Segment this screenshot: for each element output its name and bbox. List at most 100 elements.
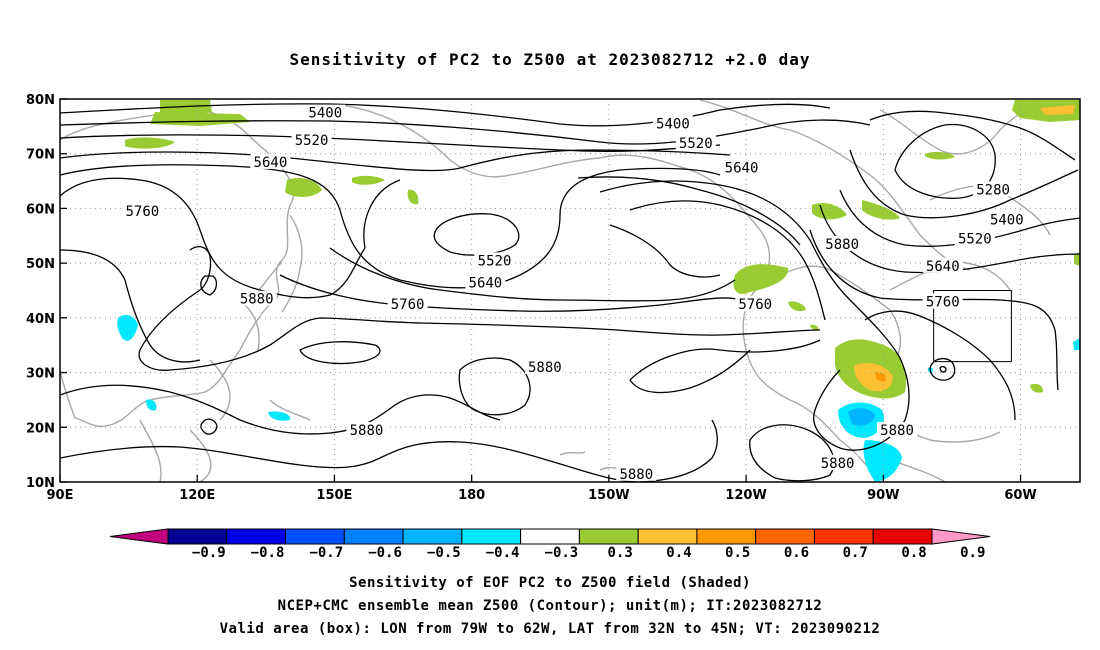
y-tick-label: 50N [26,257,55,272]
colorbar-swatch [109,528,169,545]
contour-label: 5760 [738,297,772,313]
x-tick-label: 120E [179,488,215,503]
contour-label-bg [387,296,428,312]
colorbar-swatch [402,528,463,545]
contour-label: 5880 [350,423,384,439]
x-tick-label: 90W [867,488,899,503]
y-tick-label: 70N [26,148,55,163]
y-tick-label: 20N [26,421,55,436]
colorbar-swatch [578,528,639,545]
colorbar-swatch [285,528,345,545]
y-tick-label: 60N [26,202,55,217]
contour-label: 5880 [825,237,859,253]
colorbar-label: 0.9 [960,545,985,561]
contour-label-bg [346,422,387,438]
colorbar-label: 0.3 [608,545,633,561]
contour-label-bg [817,454,858,470]
colorbar-label: −0.7 [309,545,343,561]
x-tick-label: 150E [316,488,352,503]
contour-label: 5880 [821,456,855,472]
contour-label-bg [465,274,506,290]
colorbar-swatch [931,528,991,545]
colorbar-label: 0.4 [666,545,691,561]
contour-label-bg [524,359,565,375]
y-tick-label: 30N [26,367,55,382]
colorbar: −0.9 −0.8 −0.7 −0.6 −0.5 −0.4 −0.3 0.3 0.4 0.5 0.6… [109,528,991,561]
x-tick-label: 180 [458,488,485,503]
contour-label: 5880 [528,360,562,376]
caption-valid-area: Valid area (box): LON from 79W to 62W, L… [219,621,881,637]
contour-label: 5400 [656,117,690,133]
colorbar-swatch [461,528,522,545]
contour-label-bg [675,134,716,150]
colorbar-swatch [696,528,757,545]
colorbar-swatch [813,528,874,545]
valid-area-box [933,290,1012,363]
colorbar-swatch [167,528,228,545]
contour-label: 5400 [308,106,342,122]
contour-label-bg [236,290,277,306]
contour-label-bg [922,257,963,273]
colorbar-label: −0.3 [545,545,579,561]
contour-labels: 5400 5400 5520 5520 5640 5640 5280 5760 5400 5520… [122,104,1027,483]
chart-title: Sensitivity of PC2 to Z500 at 2023082712… [289,50,811,69]
contour-label-bg [922,293,963,309]
contour-label: 5640 [254,155,288,171]
contour-label: 5760 [926,294,960,310]
contour-label: 5640 [926,259,960,275]
contour-label-bg [616,465,657,481]
colorbar-label: 0.8 [901,545,926,561]
colorbar-swatch [637,528,698,545]
contour-label: 5760 [125,204,159,220]
x-tick-label: 60W [1004,488,1036,503]
contour-label-bg [122,203,163,219]
contour-label-bg [652,115,693,131]
y-tick-label: 10N [26,476,55,491]
colorbar-swatch [343,528,404,545]
x-tick-label: 90E [47,488,74,503]
x-tick-label: 150W [588,488,629,503]
contour-label: 5520 [679,136,713,152]
colorbar-label: −0.4 [486,545,520,561]
colorbar-label: 0.6 [784,545,809,561]
contour-label-bg [877,422,918,438]
contour-label-bg [305,104,346,120]
contour-label-bg [973,181,1014,197]
contour-label: 5640 [725,160,759,176]
colorbar-swatch [520,528,580,545]
colorbar-label: 0.5 [725,545,750,561]
caption-shaded: Sensitivity of EOF PC2 to Z500 field (Sh… [349,575,751,591]
contour-label-bg [474,252,515,268]
contour-label-bg [250,153,291,169]
contour-label-bg [986,211,1027,227]
colorbar-label: −0.5 [427,545,461,561]
contour-label-bg [721,159,762,175]
contour-label: 5880 [880,423,914,439]
y-tick-label: 40N [26,312,55,327]
contour-label: 5880 [240,292,274,308]
contour-label: 5520 [295,133,329,149]
contour-label-bg [822,235,863,251]
contour-label: 5760 [391,297,425,313]
caption-contour: NCEP+CMC ensemble mean Z500 (Contour); u… [277,598,823,614]
colorbar-label: −0.8 [251,545,285,561]
contour-label: 5280 [976,182,1010,198]
contour-label: 5640 [469,275,503,291]
contour-label: 5880 [619,467,653,483]
axes: 90E 120E 150E 180 150W 120W 90W 60W 10N 20N 30N 40N… [26,93,1037,503]
colorbar-swatch [872,528,933,545]
contour-label: 5400 [990,212,1024,228]
colorbar-swatch [755,528,815,545]
contour-label-bg [291,132,332,148]
contour-label-bg [735,296,776,312]
x-tick-label: 120W [725,488,766,503]
plot-frame [59,98,1081,483]
y-tick-label: 80N [26,93,55,108]
z500-contours [60,103,1080,482]
colorbar-label: −0.9 [192,545,226,561]
colorbar-label: −0.6 [368,545,402,561]
contour-label-bg [954,230,995,246]
colorbar-swatch [226,528,287,545]
colorbar-label: 0.7 [843,545,868,561]
